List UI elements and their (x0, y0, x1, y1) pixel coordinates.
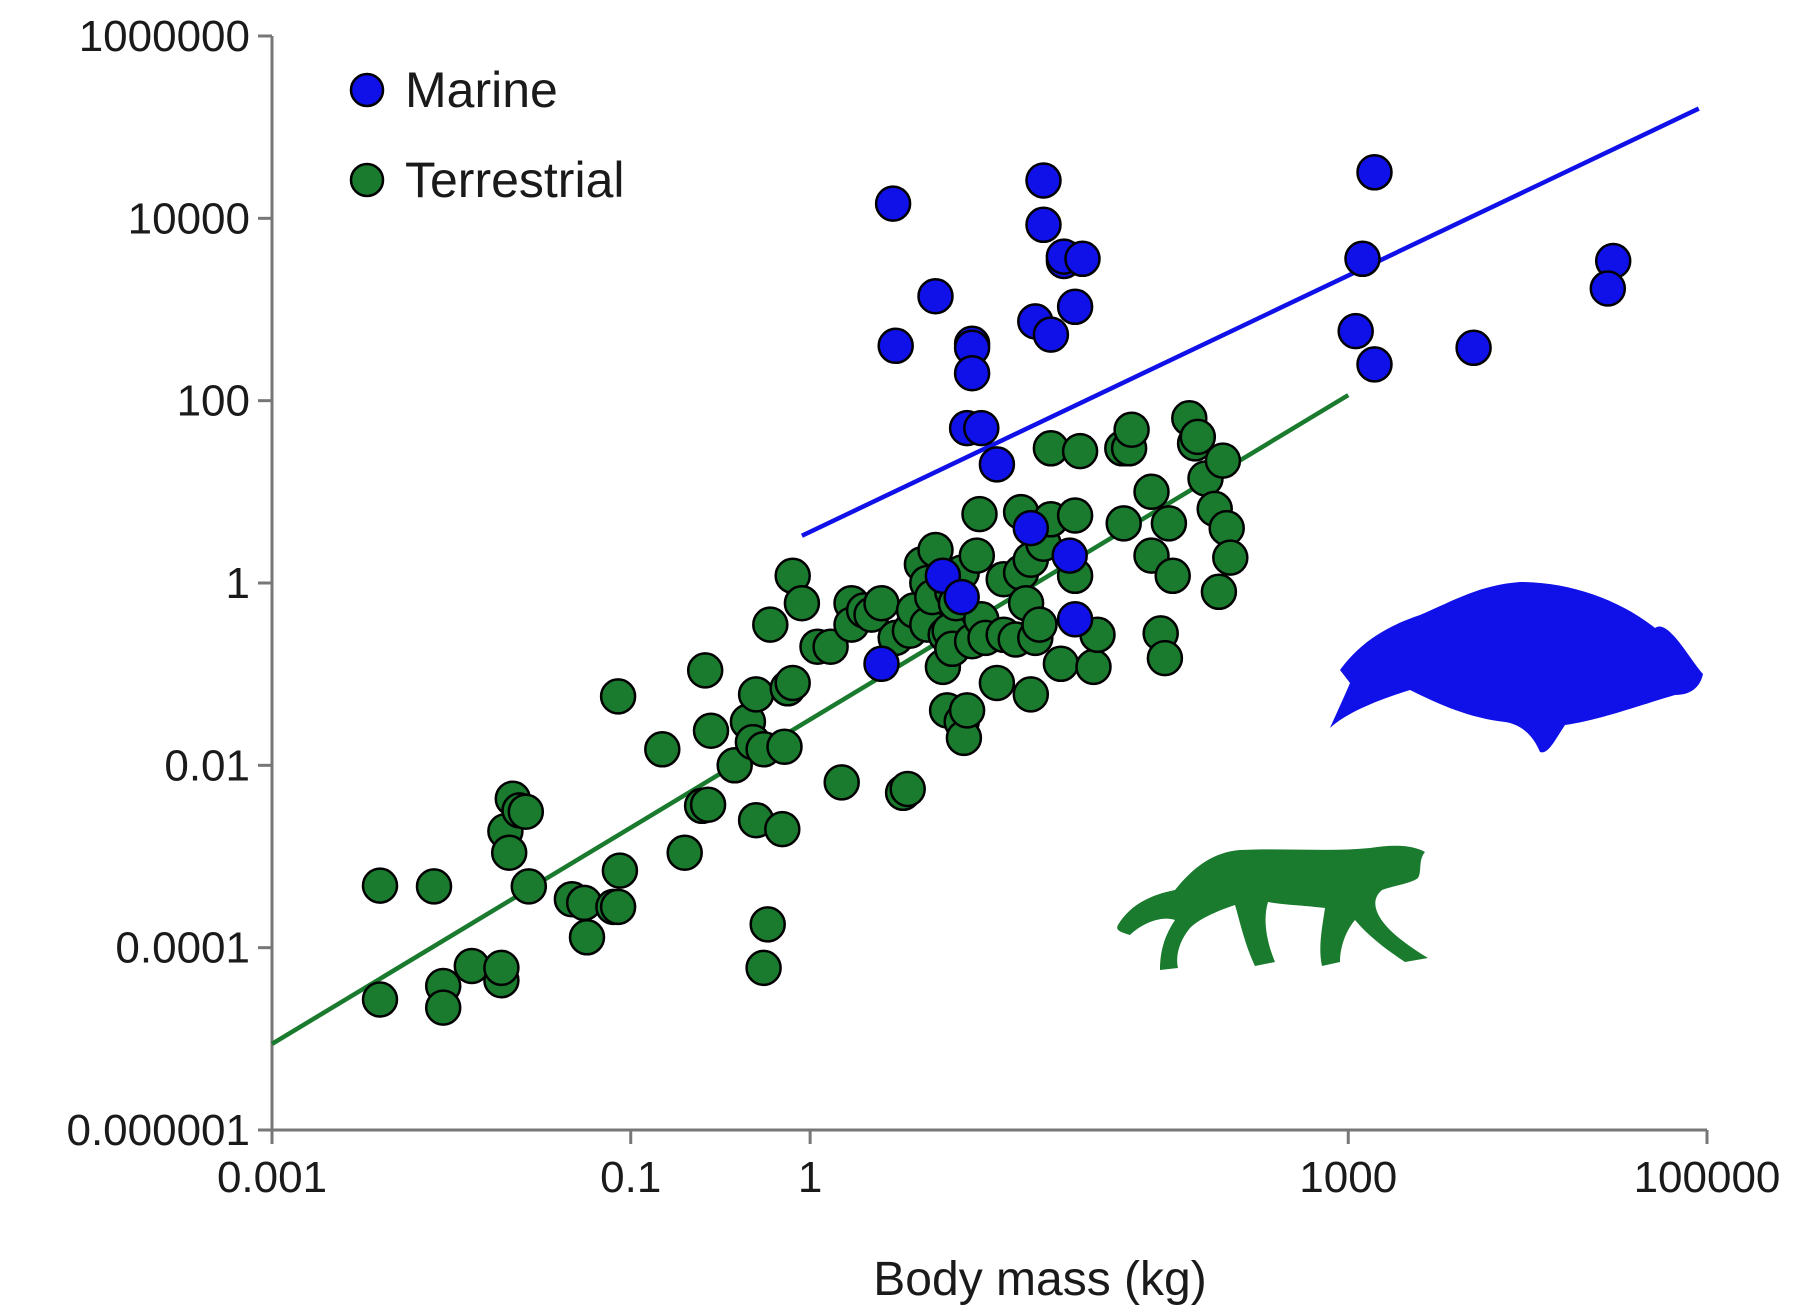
terrestrial-point (863, 584, 900, 622)
marine-point (1589, 270, 1627, 307)
x-tick-label: 0.001 (217, 1153, 327, 1202)
terrestrial-point (1021, 606, 1058, 643)
x-tick-label: 1000 (1299, 1153, 1397, 1202)
terrestrial-point (978, 664, 1016, 702)
x-tick-label: 0.1 (600, 1153, 661, 1202)
terrestrial-point (424, 989, 462, 1026)
terrestrial-point (1113, 411, 1150, 448)
terrestrial-point (1150, 505, 1188, 542)
terrestrial-point (766, 728, 803, 765)
legend-marine-marker (349, 72, 385, 108)
marine-point (1025, 162, 1062, 199)
terrestrial-point (568, 919, 606, 956)
terrestrial-point (764, 810, 801, 848)
terrestrial-trend-line (270, 393, 1350, 1046)
terrestrial-point (752, 606, 789, 643)
terrestrial-point (507, 793, 545, 830)
marine-point (953, 354, 991, 392)
marine-trend-line (800, 106, 1700, 538)
marine-point (1056, 288, 1094, 326)
terrestrial-point (749, 906, 786, 943)
terrestrial-point (1012, 676, 1050, 713)
terrestrial-point (1204, 442, 1242, 479)
marine-point (943, 578, 980, 616)
terrestrial-point (812, 628, 849, 665)
marine-point (963, 409, 1000, 447)
terrestrial-point (510, 868, 548, 905)
marine-point (1356, 346, 1393, 383)
marine-point (978, 446, 1016, 483)
marine-point (1064, 240, 1101, 278)
terrestrial-point (889, 770, 926, 808)
terrestrial-point (415, 868, 453, 905)
marine-point (863, 645, 900, 683)
trend-lines (270, 106, 1700, 1046)
seal-silhouette-icon (1330, 582, 1703, 753)
marine-point (1056, 601, 1094, 638)
terrestrial-point (1200, 573, 1238, 611)
legend-marine-label: Marine (405, 62, 558, 118)
terrestrial-point (666, 834, 703, 871)
terrestrial-point (483, 949, 520, 987)
terrestrial-point (1146, 639, 1184, 677)
x-tick-label: 100000 (1634, 1153, 1781, 1202)
terrestrial-point (948, 692, 986, 729)
marine-point (1025, 206, 1062, 244)
marine-point (877, 327, 914, 365)
marine-point (1455, 329, 1492, 367)
terrestrial-point (490, 834, 528, 871)
marine-point (1356, 154, 1393, 191)
y-tick-label: 0.01 (164, 741, 250, 790)
terrestrial-point (1075, 648, 1112, 686)
x-tick-label: 1 (798, 1153, 822, 1202)
terrestrial-point (689, 786, 727, 823)
terrestrial-point (823, 764, 860, 801)
marine-point (1012, 509, 1050, 547)
terrestrial-point (1179, 418, 1217, 456)
terrestrial-point (1154, 557, 1191, 595)
terrestrial-point (1212, 539, 1249, 576)
terrestrial-point (644, 731, 681, 768)
terrestrial-point (1105, 505, 1142, 542)
terrestrial-point (361, 867, 399, 904)
terrestrial-point (745, 949, 782, 987)
terrestrial-point (1042, 645, 1080, 683)
terrestrial-point (599, 888, 637, 926)
terrestrial-point (686, 652, 724, 689)
terrestrial-points (361, 400, 1249, 1026)
silhouettes (1117, 582, 1703, 970)
legend-terrestrial-marker (349, 162, 385, 198)
terrestrial-point (958, 537, 996, 574)
marine-point (1344, 240, 1381, 278)
y-tick-label: 1000000 (79, 12, 250, 61)
terrestrial-point (783, 584, 821, 622)
terrestrial-point (737, 676, 775, 713)
ticks: 0.000001 0.0001 0.01 1 100 10000 1000000 0.001 0… (66, 12, 1780, 1202)
terrestrial-point (774, 664, 811, 702)
legend-terrestrial-label: Terrestrial (405, 152, 624, 208)
terrestrial-point (599, 678, 637, 715)
legend: Marine Terrestrial (349, 62, 624, 208)
terrestrial-point (1133, 473, 1170, 511)
y-tick-label: 1 (226, 559, 250, 608)
marine-point (1032, 316, 1070, 353)
terrestrial-point (961, 495, 998, 533)
y-tick-label: 100 (177, 377, 250, 426)
terrestrial-point (1061, 432, 1099, 470)
terrestrial-point (1056, 497, 1094, 534)
terrestrial-point (692, 712, 730, 749)
y-tick-label: 10000 (128, 194, 250, 243)
marine-point (917, 277, 954, 315)
terrestrial-point (361, 981, 399, 1018)
marine-points (863, 154, 1632, 683)
marine-point (874, 185, 912, 222)
marine-point (1051, 537, 1088, 574)
x-axis-title: Body mass (kg) (873, 1253, 1206, 1306)
terrestrial-point (601, 852, 639, 889)
y-tick-label: 0.000001 (66, 1106, 250, 1155)
cat-silhouette-icon (1117, 845, 1428, 970)
marine-point (1337, 312, 1374, 350)
y-tick-label: 0.0001 (115, 924, 250, 973)
